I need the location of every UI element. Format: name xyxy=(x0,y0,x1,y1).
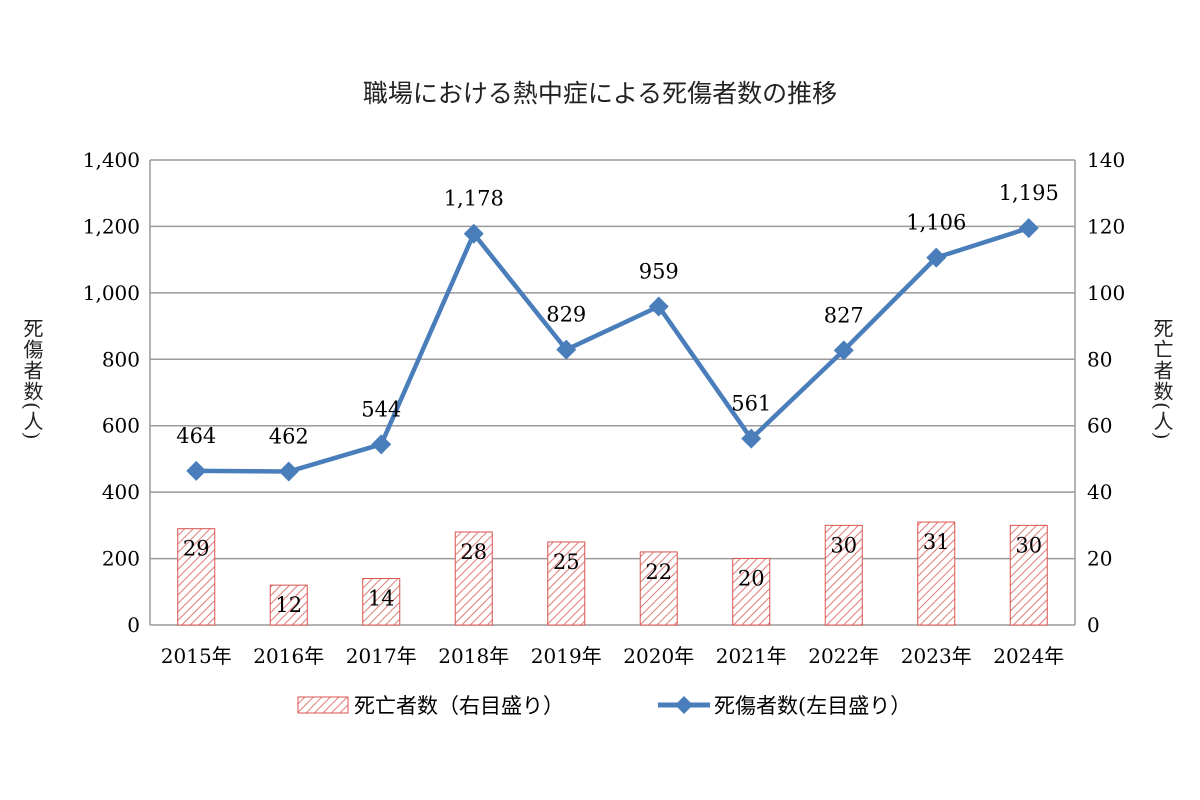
line-marker xyxy=(186,460,207,481)
line-label: 462 xyxy=(269,425,309,449)
x-tick: 2015年 xyxy=(161,644,232,668)
bar-label: 12 xyxy=(275,593,302,617)
line-marker xyxy=(741,428,762,449)
bar-label: 20 xyxy=(738,567,765,591)
legend-bar-label: 死亡者数（右目盛り） xyxy=(354,694,564,718)
line-marker xyxy=(833,340,854,361)
line-marker xyxy=(556,339,577,360)
bar xyxy=(824,524,863,626)
y-axis-right-label: 死亡者数(人) xyxy=(1150,318,1174,441)
bar xyxy=(1009,524,1048,626)
line-series: 464 462 544 1,178 829 959 561 827 1,106 1,195 xyxy=(176,181,1059,482)
x-tick: 2021年 xyxy=(716,644,787,668)
gridlines xyxy=(149,159,1076,626)
bar xyxy=(547,541,586,626)
chart-title: 職場における熱中症による死傷者数の推移 xyxy=(363,79,837,108)
bar-label: 28 xyxy=(460,540,487,564)
y-axis-left-label: 死傷者数(人) xyxy=(20,318,44,441)
x-tick: 2016年 xyxy=(253,644,324,668)
y-tick-left: 200 xyxy=(102,547,140,571)
y-tick-right: 140 xyxy=(1087,148,1125,172)
y-tick-right: 20 xyxy=(1087,547,1112,571)
bar-label: 22 xyxy=(645,560,672,584)
line-label: 544 xyxy=(361,397,401,421)
x-tick: 2018年 xyxy=(438,644,509,668)
y-tick-right: 80 xyxy=(1087,347,1112,371)
bar-label: 25 xyxy=(553,550,580,574)
bar-label: 30 xyxy=(830,533,857,557)
y-tick-left: 400 xyxy=(102,480,140,504)
bar-label: 30 xyxy=(1015,533,1042,557)
legend-line-label: 死傷者数(左目盛り） xyxy=(714,694,911,718)
x-tick: 2022年 xyxy=(808,644,879,668)
x-tick: 2019年 xyxy=(531,644,602,668)
bar-series: 29 12 14 28 25 22 20 30 31 30 xyxy=(177,521,1048,626)
legend-line-marker xyxy=(675,696,693,714)
x-tick: 2020年 xyxy=(623,644,694,668)
y-tick-left: 600 xyxy=(102,414,140,438)
bar xyxy=(639,551,678,626)
y-tick-left: 1,200 xyxy=(83,214,140,238)
y-tick-right: 0 xyxy=(1087,613,1100,637)
line-label: 959 xyxy=(639,259,679,283)
bar xyxy=(454,531,493,626)
legend-bar-swatch xyxy=(297,696,349,714)
line-marker xyxy=(1018,218,1039,239)
line-marker xyxy=(648,296,669,317)
bar xyxy=(917,521,956,626)
bar xyxy=(732,558,771,626)
y-tick-right: 40 xyxy=(1087,480,1112,504)
line-label: 1,178 xyxy=(444,187,504,211)
line-marker xyxy=(926,247,947,268)
line-label: 829 xyxy=(546,303,586,327)
legend: 死亡者数（右目盛り） 死傷者数(左目盛り） xyxy=(297,694,911,718)
y-tick-left: 0 xyxy=(127,613,140,637)
y-tick-left: 1,400 xyxy=(83,148,140,172)
line-label: 561 xyxy=(731,392,771,416)
line-marker xyxy=(463,223,484,244)
line-marker xyxy=(278,461,299,482)
bar-label: 31 xyxy=(923,530,950,554)
line-label: 1,195 xyxy=(999,181,1059,205)
bar-label: 14 xyxy=(368,587,395,611)
y-tick-right: 120 xyxy=(1087,214,1125,238)
x-tick: 2023年 xyxy=(901,644,972,668)
line-label: 464 xyxy=(176,424,216,448)
bar-label: 29 xyxy=(183,537,210,561)
bar xyxy=(177,528,216,626)
line-path xyxy=(196,225,1030,474)
line-label: 827 xyxy=(824,303,864,327)
x-tick: 2024年 xyxy=(993,644,1064,668)
x-tick: 2017年 xyxy=(346,644,417,668)
y-tick-left: 800 xyxy=(102,347,140,371)
bar xyxy=(269,584,308,626)
y-tick-right: 100 xyxy=(1087,281,1125,305)
axis-ticks: 0 0 200 20 400 40 600 60 800 80 1,000 100 1,200 120 1,… xyxy=(83,148,1125,668)
y-tick-left: 1,000 xyxy=(83,281,140,305)
bar xyxy=(362,578,401,626)
line-label: 1,106 xyxy=(906,211,966,235)
line-marker xyxy=(371,434,392,455)
y-tick-right: 60 xyxy=(1087,414,1112,438)
